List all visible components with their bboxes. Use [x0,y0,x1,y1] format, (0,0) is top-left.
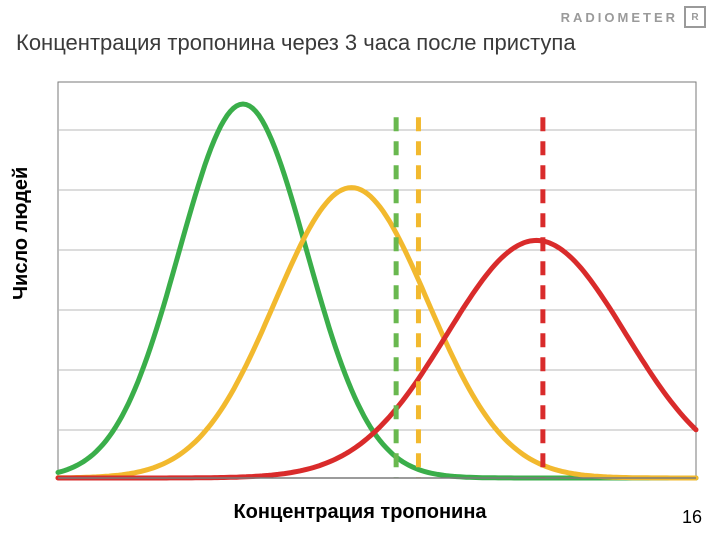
y-axis-label: Число людей [10,167,33,300]
brand-icon: R [684,6,706,28]
brand-text: RADIOMETER [561,10,678,25]
page-title: Концентрация тропонина через 3 часа посл… [16,30,576,56]
troponin-chart [54,72,700,492]
x-axis-label: Концентрация тропонина [0,501,720,524]
page-number: 16 [682,507,702,528]
brand-logo: RADIOMETER R [561,6,706,28]
